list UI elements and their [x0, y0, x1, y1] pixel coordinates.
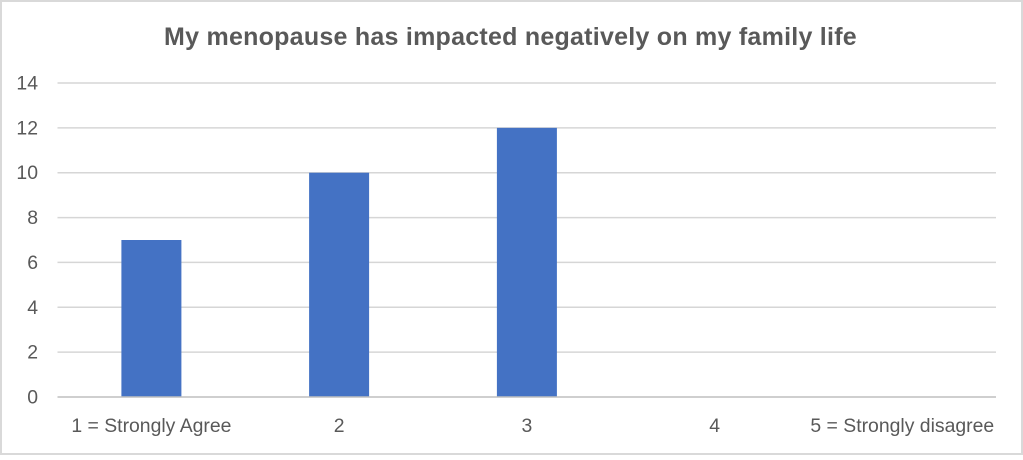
svg-text:2: 2: [27, 342, 38, 364]
svg-text:0: 0: [27, 387, 38, 409]
svg-text:1 = Strongly Agree: 1 = Strongly Agree: [71, 415, 231, 437]
svg-text:5 = Strongly disagree: 5 = Strongly disagree: [810, 415, 994, 437]
svg-text:2: 2: [334, 415, 345, 437]
svg-text:4: 4: [709, 415, 720, 437]
svg-text:14: 14: [16, 73, 38, 95]
svg-text:10: 10: [16, 162, 38, 184]
svg-text:8: 8: [27, 207, 38, 229]
svg-text:6: 6: [27, 252, 38, 274]
svg-text:My menopause has impacted nega: My menopause has impacted negatively on …: [164, 23, 857, 51]
svg-text:12: 12: [16, 117, 38, 139]
svg-text:3: 3: [522, 415, 533, 437]
svg-text:4: 4: [27, 297, 38, 319]
